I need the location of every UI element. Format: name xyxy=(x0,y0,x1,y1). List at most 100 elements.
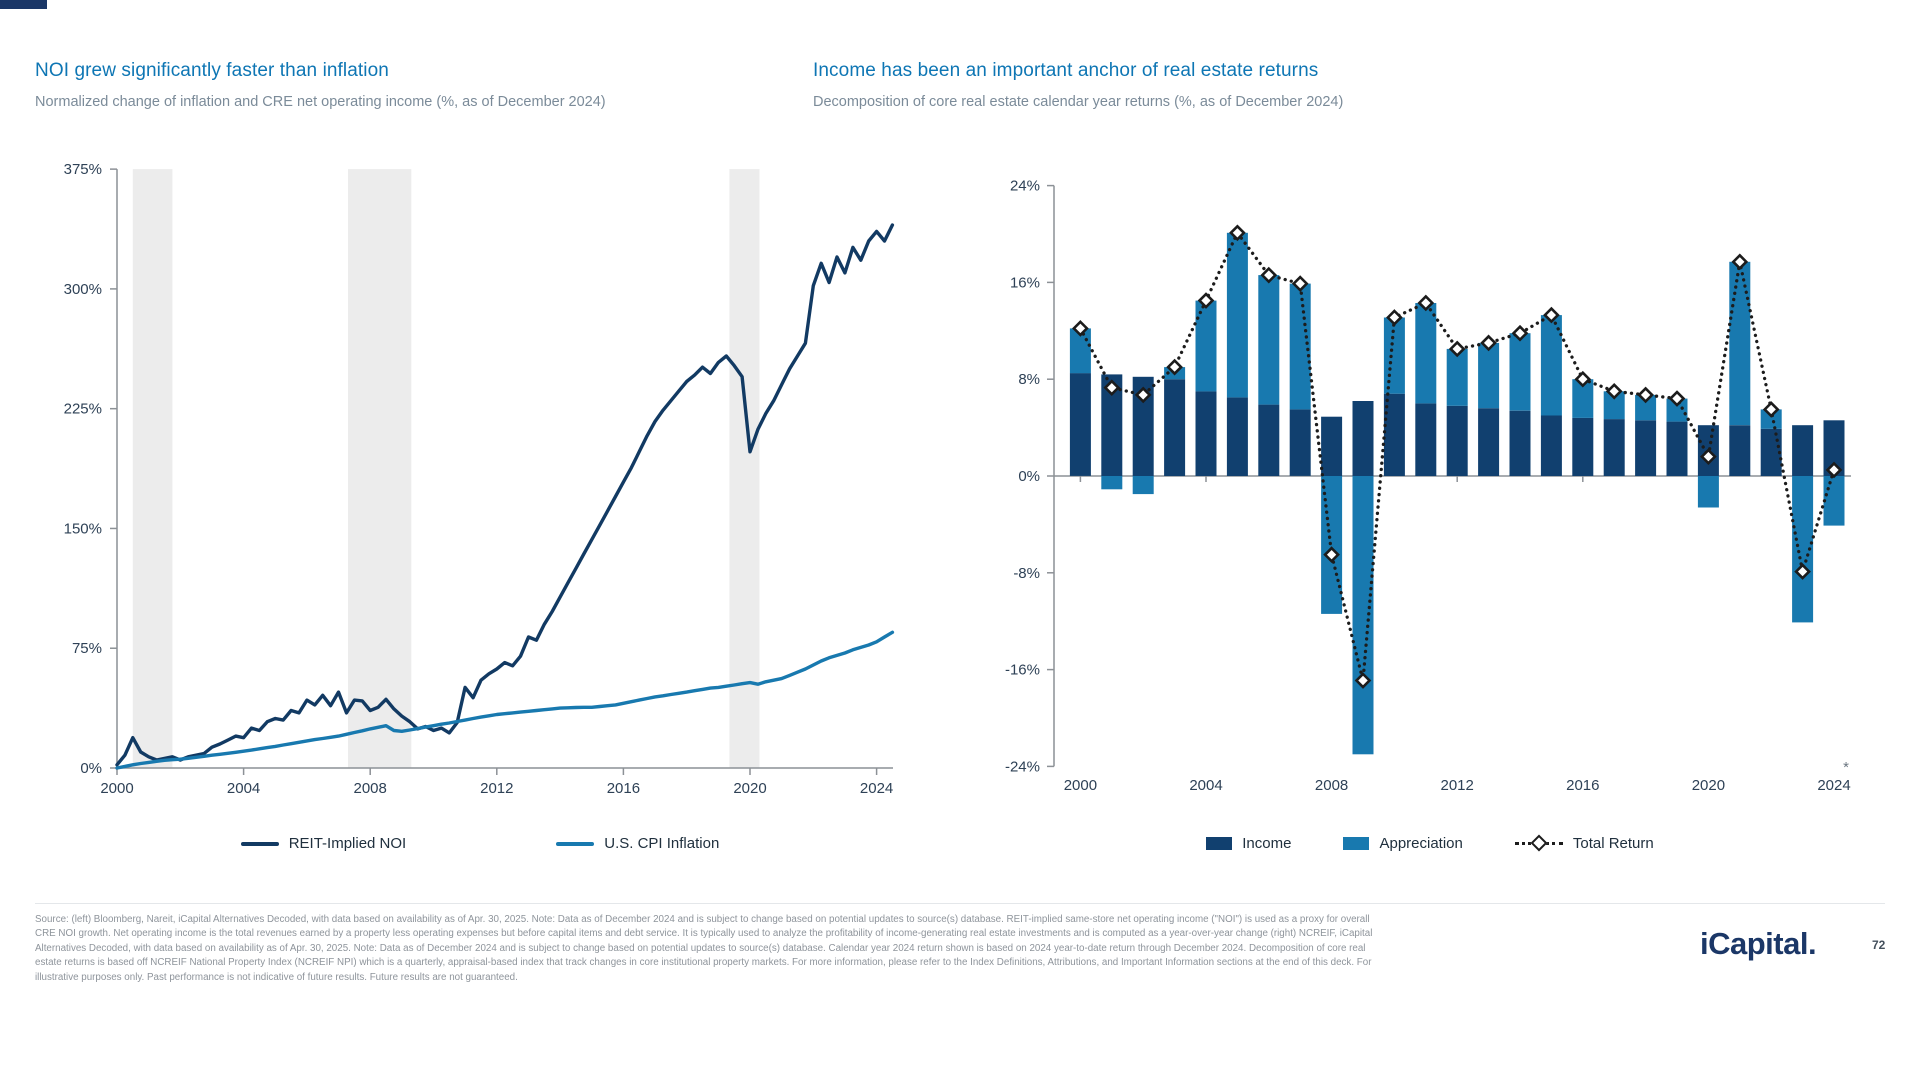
left-y-tick-label: 0% xyxy=(80,760,102,777)
right-x-tick-label: 2012 xyxy=(1441,777,1474,794)
reit-implied-noi-line xyxy=(115,223,895,767)
income-bar-2005 xyxy=(1226,397,1248,476)
left-chart-svg: 0% 75% 150% 225% 300% 375% 2000 2004 2008 2012 201… xyxy=(64,161,895,797)
total-return-marker-2016 xyxy=(1574,370,1592,388)
right-chart-subtitle: Decomposition of core real estate calend… xyxy=(813,94,1344,110)
legend-item-noi: REIT-Implied NOI xyxy=(240,835,407,852)
appreciation-bar-2013 xyxy=(1478,342,1500,409)
legend-label-appreciation: Appreciation xyxy=(1379,835,1463,852)
income-bar-2002 xyxy=(1132,376,1154,476)
total-return-marker-2004 xyxy=(1197,292,1215,309)
income-bar-2012 xyxy=(1446,405,1468,476)
appreciation-bar-2007 xyxy=(1289,283,1311,410)
income-bar-2018 xyxy=(1635,420,1657,476)
income-bar-2007 xyxy=(1289,409,1311,476)
cpi-line-swatch xyxy=(556,841,595,846)
total-return-marker-2017 xyxy=(1605,382,1623,400)
right-y-tick-label: 24% xyxy=(1010,178,1040,195)
right-x-tick-label: 2000 xyxy=(1064,777,1097,794)
left-x-tick-label: 2016 xyxy=(607,780,640,797)
recession-band-0 xyxy=(132,169,173,769)
appreciation-bar-2016 xyxy=(1572,379,1594,418)
us-cpi-inflation-line xyxy=(115,630,895,770)
total-return-marker-2007 xyxy=(1291,275,1309,292)
left-x-tick-label: 2024 xyxy=(860,780,893,797)
appreciation-bar-2004 xyxy=(1195,300,1217,392)
right-y-tick-label: -8% xyxy=(1013,565,1040,582)
right-chart-svg: 24% 16% 8% 0% -8% -16% -24% 2000 2004 2008 2012 201… xyxy=(1005,178,1851,794)
appreciation-bar-2005 xyxy=(1226,232,1248,398)
income-bar-2023 xyxy=(1792,425,1814,476)
income-bar-2021 xyxy=(1729,425,1751,476)
right-y-tick-label: 0% xyxy=(1018,468,1040,485)
appreciation-bar-2019 xyxy=(1666,398,1688,422)
total-return-marker-2000 xyxy=(1072,320,1089,337)
footnote-asterisk: * xyxy=(1843,759,1849,776)
right-y-tick-label: 8% xyxy=(1018,371,1040,388)
appreciation-bar-2021 xyxy=(1729,261,1751,426)
page-number: 72 xyxy=(1872,938,1886,952)
income-bar-2016 xyxy=(1572,417,1594,476)
appreciation-bar-2015 xyxy=(1540,315,1562,416)
appreciation-bar-2006 xyxy=(1258,275,1280,405)
income-bar-2001 xyxy=(1101,374,1123,476)
total-return-marker-2005 xyxy=(1229,224,1246,242)
legend-label-total-return: Total Return xyxy=(1572,835,1654,852)
legend-item-total-return: Total Return xyxy=(1514,834,1654,852)
income-bar-2024 xyxy=(1823,420,1845,476)
right-y-tick-label: -24% xyxy=(1005,758,1040,775)
appreciation-bar-2001 xyxy=(1101,476,1123,490)
right-y-tick-label: 16% xyxy=(1010,274,1040,291)
appreciation-bar-2010 xyxy=(1383,317,1405,394)
appreciation-bar-2014 xyxy=(1509,333,1531,411)
left-chart-title: NOI grew significantly faster than infla… xyxy=(35,60,389,81)
right-x-tick-label: 2024 xyxy=(1817,777,1850,794)
total-return-marker-2003 xyxy=(1166,358,1183,376)
total-return-marker-2021 xyxy=(1731,253,1749,271)
right-chart-legend: Income Appreciation Total Return xyxy=(980,834,1880,852)
total-return-marker-2013 xyxy=(1480,334,1497,352)
total-return-marker-2015 xyxy=(1543,306,1560,324)
total-return-marker-2002 xyxy=(1134,386,1152,404)
right-x-tick-label: 2008 xyxy=(1315,777,1348,794)
income-bar-2008 xyxy=(1321,416,1343,476)
income-bar-2010 xyxy=(1383,393,1405,476)
total-return-marker-2023 xyxy=(1794,563,1811,580)
left-y-tick-label: 150% xyxy=(64,520,102,537)
income-bar-2013 xyxy=(1478,408,1500,476)
legend-label-noi: REIT-Implied NOI xyxy=(288,835,407,852)
total-return-marker-2022 xyxy=(1762,401,1780,418)
recession-band-1 xyxy=(348,169,412,769)
recession-band-2 xyxy=(729,169,760,769)
right-x-tick-label: 2004 xyxy=(1189,777,1222,794)
legend-item-income: Income xyxy=(1206,835,1291,852)
total-return-marker-2024 xyxy=(1825,461,1843,479)
income-bar-2014 xyxy=(1509,410,1531,476)
footer-disclosure: Source: (left) Bloomberg, Nareit, iCapit… xyxy=(35,903,1885,985)
appreciation-bar-2022 xyxy=(1760,409,1782,429)
left-x-tick-label: 2012 xyxy=(480,780,513,797)
legend-item-appreciation: Appreciation xyxy=(1343,835,1463,852)
appreciation-bar-2009 xyxy=(1352,476,1374,755)
left-chart-subtitle: Normalized change of inflation and CRE n… xyxy=(35,94,606,110)
appreciation-bar-2012 xyxy=(1446,348,1468,406)
total-return-marker-2009 xyxy=(1354,672,1372,689)
income-bar-2011 xyxy=(1415,403,1437,476)
legend-label-cpi: U.S. CPI Inflation xyxy=(604,835,720,852)
left-y-tick-label: 225% xyxy=(64,401,102,418)
diamond-marker-icon xyxy=(1530,834,1548,851)
total-return-marker-2008 xyxy=(1323,546,1340,563)
source-text: Source: (left) Bloomberg, Nareit, iCapit… xyxy=(35,914,1373,983)
total-return-marker-2019 xyxy=(1668,390,1686,407)
left-y-tick-label: 375% xyxy=(64,161,102,178)
noi-line-swatch xyxy=(240,841,279,846)
slide-accent-bar xyxy=(0,0,47,9)
total-return-marker-2014 xyxy=(1511,324,1529,342)
appreciation-bar-2020 xyxy=(1697,476,1719,508)
appreciation-bar-2008 xyxy=(1321,476,1343,614)
total-return-marker-2001 xyxy=(1103,379,1121,397)
appreciation-bar-2018 xyxy=(1635,394,1657,421)
legend-item-cpi: U.S. CPI Inflation xyxy=(556,835,719,852)
left-x-tick-label: 2008 xyxy=(354,780,387,797)
right-x-tick-label: 2020 xyxy=(1692,777,1725,794)
